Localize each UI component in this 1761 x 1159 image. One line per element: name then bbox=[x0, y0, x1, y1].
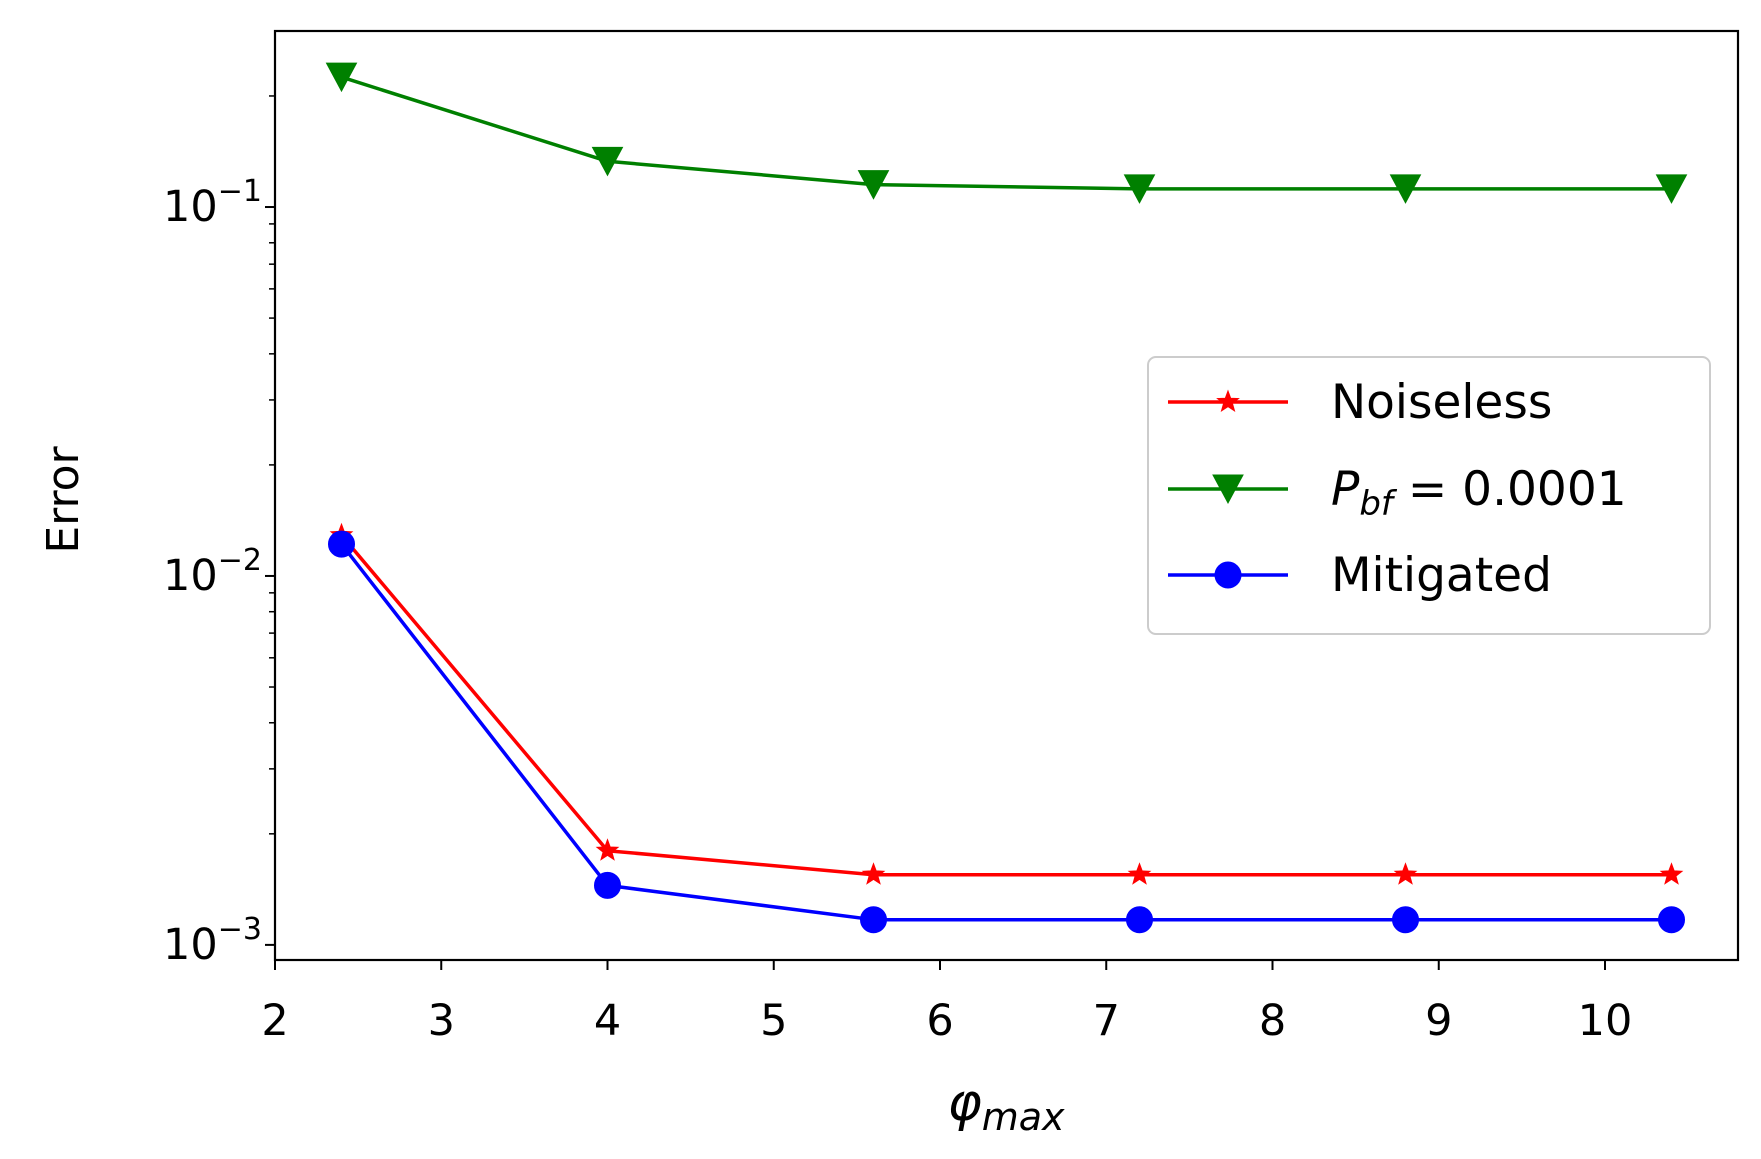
data-point bbox=[1658, 906, 1685, 934]
legend-marker bbox=[1216, 389, 1240, 413]
data-point bbox=[860, 906, 887, 934]
x-tick-label: 5 bbox=[760, 996, 787, 1046]
y-tick-label-base: 10 bbox=[163, 551, 218, 601]
data-point bbox=[1127, 862, 1152, 885]
y-tick-label-exponent: −2 bbox=[218, 543, 262, 578]
x-tick-label: 10 bbox=[1578, 996, 1633, 1046]
data-point bbox=[594, 871, 621, 899]
x-axis-label-sub: max bbox=[982, 1095, 1065, 1139]
y-tick-label-base: 10 bbox=[163, 182, 218, 232]
x-tick-label: 9 bbox=[1425, 996, 1452, 1046]
data-point bbox=[1123, 174, 1156, 204]
series bbox=[325, 62, 1688, 204]
legend: Noiseless Pbf = 0.0001 Mitigated bbox=[1147, 356, 1711, 635]
series-line bbox=[340, 75, 1672, 191]
data-point bbox=[325, 62, 358, 93]
data-point bbox=[1389, 174, 1422, 204]
data-point bbox=[328, 530, 355, 558]
data-point bbox=[1392, 906, 1419, 934]
data-point bbox=[595, 838, 620, 861]
legend-label-sub: bf bbox=[1359, 484, 1398, 524]
legend-label-main: P bbox=[1331, 462, 1360, 517]
legend-label: Pbf = 0.0001 bbox=[1331, 462, 1627, 524]
series-line bbox=[340, 543, 1672, 922]
legend-box bbox=[1147, 356, 1711, 635]
legend-entries: Noiseless Pbf = 0.0001 Mitigated bbox=[1168, 375, 1627, 603]
y-tick-label: 10−2 bbox=[163, 543, 262, 601]
y-tick-label-exponent: −3 bbox=[218, 912, 262, 947]
series-layer bbox=[325, 62, 1688, 934]
x-tick-label: 8 bbox=[1259, 996, 1286, 1046]
legend-label: Noiseless bbox=[1331, 375, 1552, 430]
legend-label-suffix: = 0.0001 bbox=[1393, 462, 1627, 517]
x-tick-label: 6 bbox=[926, 996, 953, 1046]
series bbox=[328, 530, 1685, 934]
data-point bbox=[861, 862, 886, 885]
x-axis-label-main: φ bbox=[947, 1073, 981, 1133]
legend-marker bbox=[1212, 474, 1244, 505]
legend-label: Mitigated bbox=[1331, 548, 1552, 603]
x-tick-label: 4 bbox=[594, 996, 621, 1046]
plot-frame bbox=[273, 29, 1740, 962]
x-tick-label: 7 bbox=[1093, 996, 1120, 1046]
y-tick-label-base: 10 bbox=[163, 920, 218, 970]
x-axis-label: φmax bbox=[947, 1073, 1065, 1139]
legend-marker bbox=[1214, 561, 1242, 589]
data-point bbox=[857, 170, 890, 200]
y-tick-label: 10−3 bbox=[163, 912, 262, 970]
x-tick-label: 2 bbox=[261, 996, 288, 1046]
data-point bbox=[1393, 862, 1418, 885]
y-tick-label: 10−1 bbox=[163, 174, 262, 232]
data-point bbox=[1655, 174, 1688, 204]
data-point bbox=[591, 146, 624, 177]
series-line bbox=[340, 534, 1672, 877]
y-axis-label: Error bbox=[38, 445, 89, 553]
data-point bbox=[1126, 906, 1153, 934]
y-tick-label-exponent: −1 bbox=[218, 174, 262, 209]
x-tick-label: 3 bbox=[428, 996, 455, 1046]
data-point bbox=[1659, 862, 1684, 885]
